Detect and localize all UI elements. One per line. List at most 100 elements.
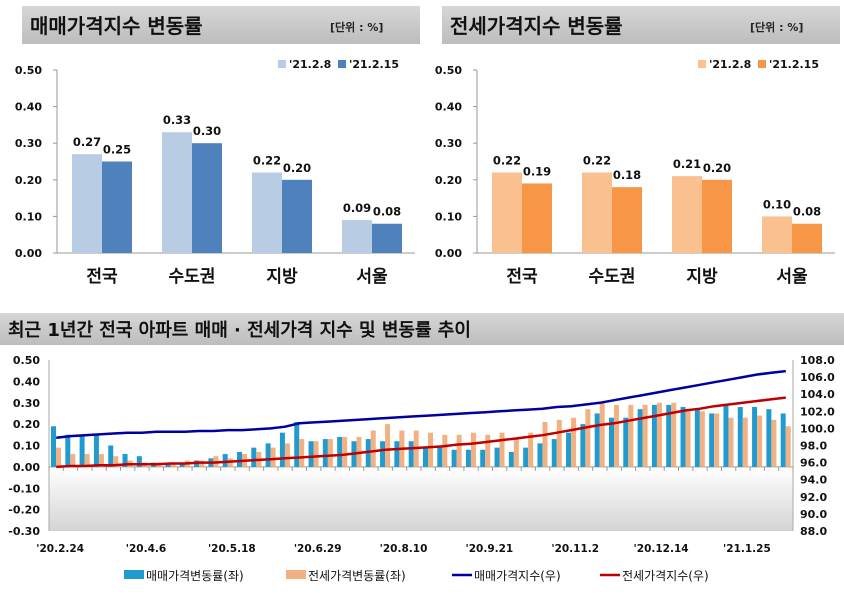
bar-week-41-sale xyxy=(637,409,643,467)
bar-week-3-jeonse xyxy=(98,454,104,467)
bar-수도권-1 xyxy=(612,187,642,253)
bar-week-15-jeonse xyxy=(270,447,276,467)
bar-week-16-sale xyxy=(279,432,285,467)
bar-week-37-jeonse xyxy=(585,409,591,467)
bar-서울-0 xyxy=(762,216,792,253)
bar-week-48-sale xyxy=(737,407,743,467)
legend-label: 전세가격지수(우) xyxy=(622,569,709,583)
bar-week-43-jeonse xyxy=(671,402,677,467)
bar-week-50-sale xyxy=(766,409,772,467)
data-label: 0.08 xyxy=(793,205,821,219)
bar-week-32-jeonse xyxy=(513,439,519,467)
y-tick-label: 0.50 xyxy=(435,64,462,77)
data-label: 0.22 xyxy=(253,153,281,167)
data-label: 0.22 xyxy=(493,153,521,167)
bar-week-6-sale xyxy=(136,456,142,467)
bar-week-50-jeonse xyxy=(771,419,777,467)
y-tick-label: 0.50 xyxy=(15,64,42,77)
bar-week-18-sale xyxy=(308,441,314,467)
unit-label: [단위 : %] xyxy=(330,20,383,34)
bar-week-0-jeonse xyxy=(56,447,61,467)
data-label: 0.19 xyxy=(523,164,551,178)
bar-week-29-sale xyxy=(465,449,471,467)
bar-전국-0 xyxy=(492,172,522,253)
bar-지방-0 xyxy=(252,172,282,253)
bar-week-19-jeonse xyxy=(327,439,333,467)
bar-week-22-jeonse xyxy=(370,430,376,467)
bar-week-23-sale xyxy=(380,441,386,467)
bar-week-39-sale xyxy=(609,417,614,467)
bar-지방-0 xyxy=(672,176,702,253)
bar-week-30-jeonse xyxy=(485,434,491,467)
legend-label: '21.2.8 xyxy=(709,58,751,71)
bar-week-51-jeonse xyxy=(785,426,791,467)
bar-week-1-sale xyxy=(65,434,71,467)
line-jeonse-index xyxy=(56,396,786,469)
bar-수도권-0 xyxy=(582,172,612,253)
line-sale-index xyxy=(56,369,786,440)
bar-week-26-sale xyxy=(423,447,428,467)
right-tick-label: 104.0 xyxy=(800,388,835,401)
bar-week-33-jeonse xyxy=(528,432,534,467)
left-tick-label: -0.20 xyxy=(8,504,40,517)
chart-title: 최근 1년간 전국 아파트 매매 · 전세가격 지수 및 변동률 추이 xyxy=(8,320,471,341)
bar-week-15-sale xyxy=(265,443,271,467)
bar-week-42-jeonse xyxy=(656,402,662,467)
bar-week-40-sale xyxy=(623,417,629,467)
bar-서울-0 xyxy=(342,220,372,253)
y-tick-label: 0.00 xyxy=(15,247,42,260)
bar-week-43-sale xyxy=(666,404,672,467)
data-label: 0.25 xyxy=(103,143,131,157)
category-label: 수도권 xyxy=(169,267,216,287)
bar-week-33-sale xyxy=(523,447,529,467)
y-tick-label: 0.40 xyxy=(15,101,42,114)
bar-수도권-1 xyxy=(192,143,222,253)
bar-week-20-sale xyxy=(337,436,343,467)
left-tick-label: 0.40 xyxy=(13,375,40,388)
bar-지방-1 xyxy=(702,179,732,253)
bar-week-38-sale xyxy=(594,413,600,467)
bar-week-4-sale xyxy=(108,445,114,467)
bar-week-2-sale xyxy=(79,434,85,467)
x-tick-label: '20.8.10 xyxy=(380,543,428,555)
bar-week-14-sale xyxy=(251,447,257,467)
legend-swatch xyxy=(758,60,766,68)
legend-label: '21.2.8 xyxy=(289,58,331,71)
y-tick-label: 0.30 xyxy=(435,137,462,150)
legend-swatch xyxy=(338,60,346,68)
bar-week-16-jeonse xyxy=(284,443,290,467)
right-tick-label: 92.0 xyxy=(800,491,827,504)
bar-week-47-jeonse xyxy=(728,417,734,467)
y-tick-label: 0.20 xyxy=(15,174,42,187)
bar-week-1-jeonse xyxy=(70,454,76,467)
category-label: 서울 xyxy=(776,267,808,287)
panel-header xyxy=(442,6,840,44)
left-tick-label: 0.10 xyxy=(13,440,40,453)
bar-week-42-sale xyxy=(651,404,657,467)
category-label: 수도권 xyxy=(589,267,636,287)
bar-week-29-jeonse xyxy=(470,432,476,467)
data-label: 0.08 xyxy=(373,205,401,219)
bar-수도권-0 xyxy=(162,132,192,253)
data-label: 0.22 xyxy=(583,153,611,167)
bar-week-48-jeonse xyxy=(742,417,748,467)
category-label: 지방 xyxy=(686,267,718,287)
bar-week-35-jeonse xyxy=(556,419,562,467)
bar-week-5-sale xyxy=(122,454,128,467)
bar-week-17-sale xyxy=(294,421,300,467)
bar-week-46-jeonse xyxy=(714,413,720,467)
left-tick-label: 0.30 xyxy=(13,397,40,410)
bar-week-2-jeonse xyxy=(84,454,90,467)
data-label: 0.20 xyxy=(283,161,311,175)
x-tick-label: '20.2.24 xyxy=(36,543,84,555)
bar-week-28-jeonse xyxy=(456,434,462,467)
y-tick-label: 0.40 xyxy=(435,101,462,114)
bar-week-28-sale xyxy=(451,449,457,467)
bar-week-13-sale xyxy=(237,451,242,467)
x-tick-label: '20.5.18 xyxy=(208,543,256,555)
bar-week-4-jeonse xyxy=(113,456,119,467)
bar-week-39-jeonse xyxy=(614,404,619,467)
category-label: 지방 xyxy=(266,267,298,287)
data-label: 0.18 xyxy=(613,168,641,182)
